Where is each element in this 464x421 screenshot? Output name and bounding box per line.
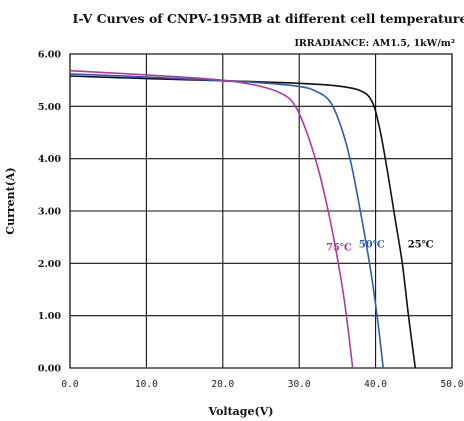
- y-tick-label: 6.00: [38, 50, 62, 61]
- series-label-50c: 50℃: [359, 240, 385, 251]
- y-axis-ticks: 0.00 1.00 2.00 3.00 4.00 5.00 6.00: [38, 50, 62, 375]
- x-tick-label: 50.0: [441, 379, 464, 390]
- x-tick-label: 40.0: [364, 379, 387, 390]
- series-label-75c: 75℃: [326, 242, 352, 253]
- y-axis-label: Current(A): [4, 167, 17, 234]
- x-tick-label: 10.0: [135, 379, 158, 390]
- y-tick-label: 3.00: [38, 207, 62, 218]
- series-labels: 75℃ 50℃ 25℃: [326, 240, 434, 254]
- y-tick-label: 0.00: [38, 364, 62, 375]
- series-line-25c: [69, 75, 417, 369]
- series-label-25c: 25℃: [408, 240, 434, 251]
- y-tick-label: 4.00: [38, 154, 62, 165]
- y-tick-label: 1.00: [38, 311, 62, 322]
- chart-subtitle: IRRADIANCE: AM1.5, 1kW/m²: [294, 38, 455, 49]
- x-tick-label: 30.0: [288, 379, 311, 390]
- series-group: [69, 69, 417, 369]
- chart-title: I-V Curves of CNPV-195MB at different ce…: [73, 11, 464, 26]
- y-tick-label: 5.00: [38, 102, 62, 113]
- grid: [69, 53, 453, 369]
- y-tick-label: 2.00: [38, 259, 62, 270]
- x-axis-label: Voltage(V): [208, 405, 274, 418]
- plot-frame: [69, 53, 453, 369]
- series-line-75c: [69, 69, 354, 369]
- series-line-50c: [69, 73, 384, 369]
- x-tick-label: 0.0: [61, 379, 78, 390]
- x-axis-ticks: 0.0 10.0 20.0 30.0 40.0 50.0: [61, 379, 463, 390]
- x-tick-label: 20.0: [211, 379, 234, 390]
